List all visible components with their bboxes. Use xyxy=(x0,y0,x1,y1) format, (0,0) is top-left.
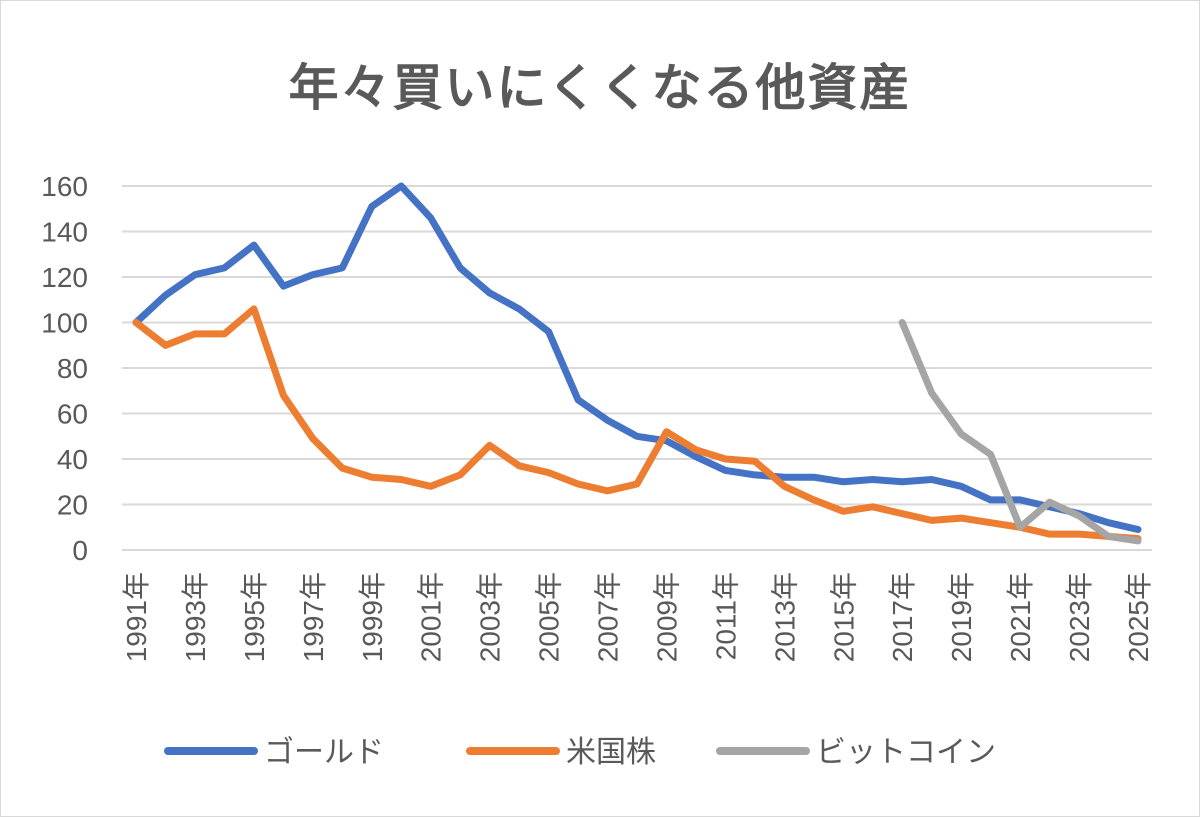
x-tick-label: 1993年 xyxy=(180,572,211,662)
y-tick-label: 80 xyxy=(57,353,88,384)
y-tick-label: 60 xyxy=(57,399,88,430)
legend-label: 米国株 xyxy=(566,735,656,770)
x-tick-label: 2023年 xyxy=(1064,572,1095,662)
x-tick-label: 2001年 xyxy=(416,572,447,662)
y-tick-label: 120 xyxy=(41,262,88,293)
series-line-2 xyxy=(898,319,1142,545)
x-tick-label: 2017年 xyxy=(887,572,918,662)
series-line-1 xyxy=(132,305,1142,543)
x-tick-label: 2003年 xyxy=(475,572,506,662)
y-tick-label: 140 xyxy=(41,217,88,248)
x-tick-label: 1991年 xyxy=(121,572,152,662)
x-tick-label: 1997年 xyxy=(298,572,329,662)
x-tick-label: 2019年 xyxy=(946,572,977,662)
series-line-0 xyxy=(132,182,1142,533)
legend: ゴールド 米国株 ビットコイン xyxy=(164,735,996,770)
chart-title: 年々買いにくくなる他資産 xyxy=(288,59,912,117)
y-tick-label: 160 xyxy=(41,171,88,202)
x-tick-label: 1999年 xyxy=(357,572,388,662)
x-tick-label: 1995年 xyxy=(239,572,270,662)
x-tick-label: 2021年 xyxy=(1005,572,1036,662)
x-tick-label: 2013年 xyxy=(769,572,800,662)
legend-label: ゴールド xyxy=(264,735,384,770)
x-tick-label: 2025年 xyxy=(1123,572,1154,662)
x-tick-label: 2011年 xyxy=(710,572,741,660)
y-tick-label: 0 xyxy=(72,535,88,566)
x-tick-label: 2015年 xyxy=(828,572,859,662)
y-tick-label: 40 xyxy=(57,444,88,475)
y-tick-label: 100 xyxy=(41,308,88,339)
x-tick-label: 2005年 xyxy=(534,572,565,662)
x-tick-label: 2009年 xyxy=(651,572,682,662)
legend-label: ビットコイン xyxy=(816,735,996,770)
x-tick-label: 2007年 xyxy=(593,572,624,662)
x-axis-ticks: 1991年 1993年 1995年 1997年 1999年 2001年 2003年 2005年… xyxy=(121,572,1154,662)
y-tick-label: 20 xyxy=(57,490,88,521)
y-axis-ticks: 160 140 120 100 80 60 40 20 0 xyxy=(41,171,88,566)
series-lines xyxy=(132,182,1142,545)
